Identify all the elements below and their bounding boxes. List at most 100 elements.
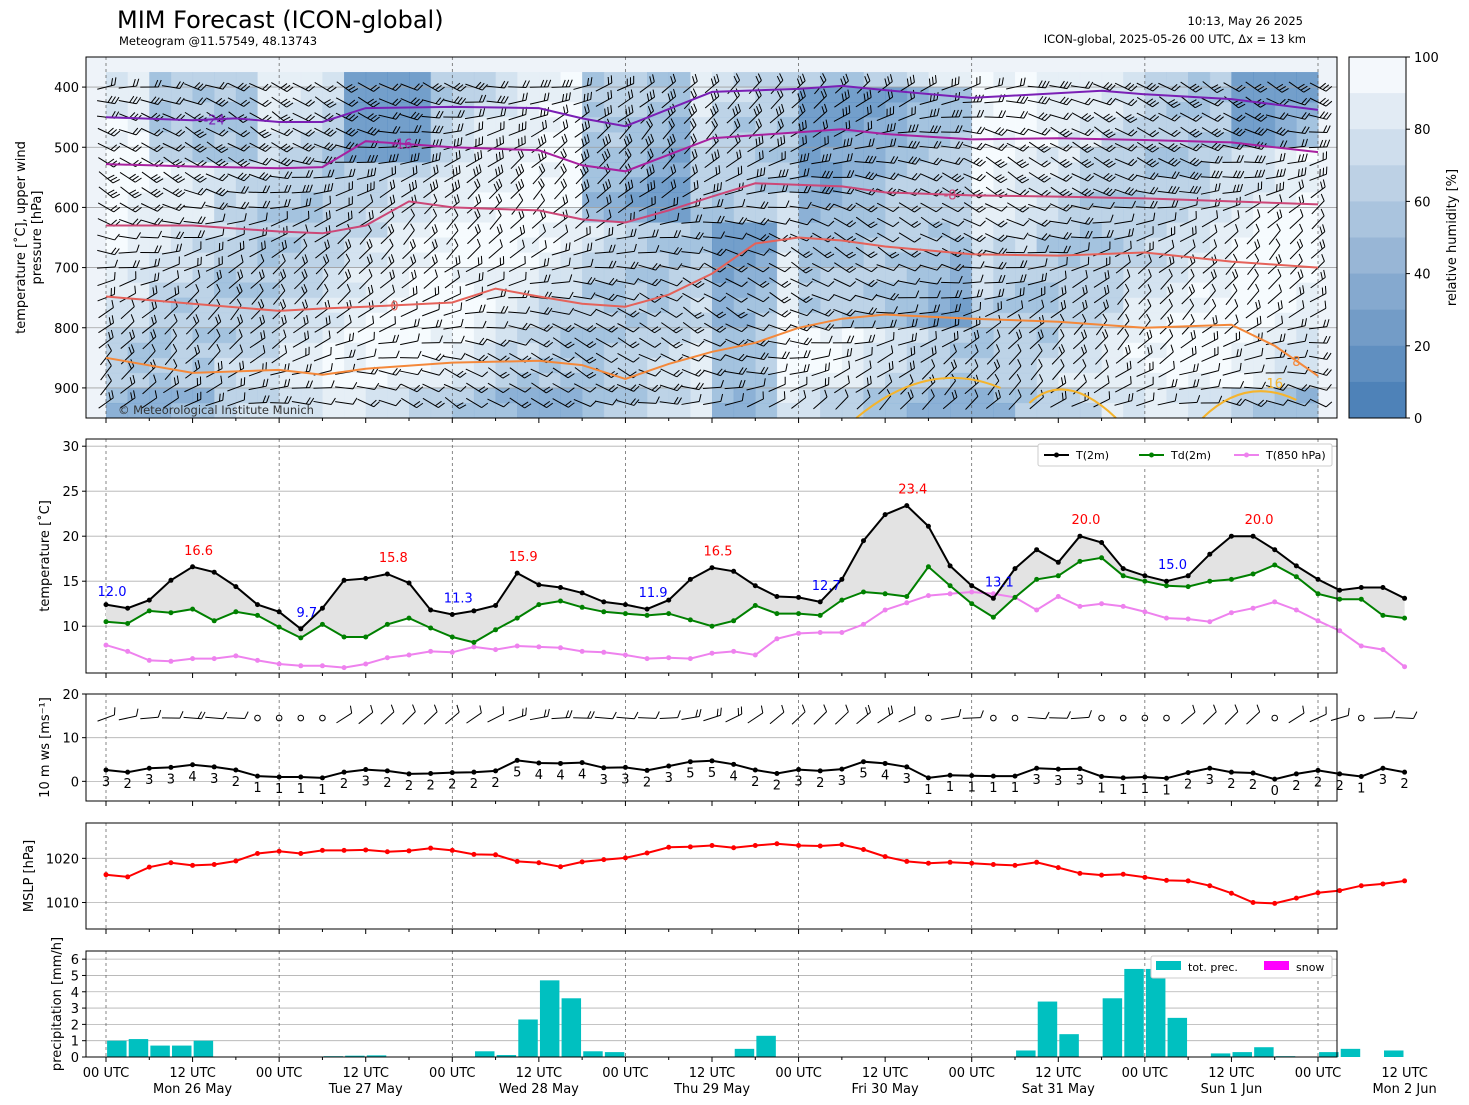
- rh-cell: [1079, 87, 1103, 103]
- rh-cell: [798, 342, 821, 359]
- barb-staff: [164, 320, 178, 335]
- rh-cell: [841, 402, 864, 419]
- rh-cell: [1231, 402, 1254, 419]
- barb-flag: [111, 315, 115, 323]
- wind-barb: [120, 299, 135, 320]
- barb-staff: [120, 321, 135, 335]
- rh-cell: [1209, 147, 1232, 163]
- rh-cell: [495, 297, 518, 314]
- rh-cell: [993, 117, 1016, 133]
- rh-cell: [1296, 207, 1319, 223]
- rh-cell: [928, 207, 951, 223]
- barb-flag: [153, 159, 161, 166]
- rh-cell: [863, 177, 886, 193]
- rh-cell: [798, 282, 821, 299]
- rh-cell: [993, 222, 1016, 238]
- rh-cell: [1231, 237, 1254, 254]
- barb-flag: [111, 300, 114, 308]
- rh-cell: [755, 222, 778, 238]
- barb-flag: [130, 344, 135, 352]
- rh-cell: [1209, 267, 1232, 284]
- barb-flag: [156, 192, 164, 198]
- rh-cell: [1274, 117, 1297, 133]
- rh-cell: [1253, 252, 1276, 269]
- barb-flag: [108, 331, 111, 340]
- rh-cell: [106, 237, 129, 254]
- rh-cell: [452, 222, 475, 238]
- rh-cell: [1058, 252, 1081, 269]
- rh-cell: [1123, 402, 1146, 419]
- barb-flag: [136, 244, 140, 253]
- wind-barb: [98, 300, 114, 319]
- rh-cell: [170, 72, 194, 88]
- rh-cell: [863, 147, 886, 163]
- rh-cell: [538, 162, 561, 178]
- rh-cell: [387, 162, 410, 178]
- barb-flag: [175, 203, 182, 210]
- rh-cell: [776, 117, 800, 133]
- rh-cell: [257, 192, 280, 208]
- rh-cell: [647, 117, 670, 133]
- wind-barb: [164, 328, 178, 351]
- rh-cell: [993, 72, 1016, 88]
- rh-cell: [1101, 87, 1124, 103]
- rh-cell: [1144, 177, 1167, 193]
- barb-flag: [151, 343, 156, 352]
- rh-cell: [495, 102, 518, 118]
- rh-cell: [322, 192, 345, 208]
- rh-cell: [1058, 72, 1081, 88]
- barb-flag: [173, 314, 178, 322]
- barb-flag: [128, 189, 137, 195]
- rh-cell: [365, 72, 388, 88]
- wind-barb: [120, 374, 136, 394]
- rh-cell: [1166, 222, 1189, 238]
- wind-barb: [97, 286, 116, 302]
- rh-cell: [235, 102, 258, 118]
- rh-cell: [1209, 402, 1232, 419]
- rh-cell: [928, 237, 951, 254]
- rh-cell: [344, 252, 367, 269]
- barb-flag: [156, 146, 164, 153]
- barb-flag: [107, 358, 112, 366]
- rh-cell: [495, 267, 518, 284]
- barb-staff: [142, 381, 157, 395]
- wind-barb: [140, 79, 162, 88]
- rh-cell: [906, 162, 929, 178]
- barb-flag: [128, 346, 133, 355]
- rh-cell: [1253, 267, 1276, 284]
- rh-cell: [928, 312, 951, 329]
- rh-cell: [1144, 297, 1167, 314]
- rh-cell: [798, 207, 821, 223]
- rh-cell: [798, 357, 821, 374]
- rh-cell: [192, 327, 215, 344]
- barb-flag: [110, 329, 114, 338]
- rh-cell: [1101, 177, 1124, 193]
- rh-cell: [993, 237, 1016, 254]
- rh-cell: [387, 342, 410, 359]
- barb-staff: [941, 296, 960, 299]
- rh-cell: [993, 282, 1016, 299]
- rh-cell: [235, 207, 258, 223]
- wind-barb: [162, 97, 185, 105]
- rh-cell: [192, 192, 215, 208]
- rh-cell: [257, 147, 280, 163]
- rh-cell: [149, 72, 172, 88]
- rh-cell: [755, 357, 778, 374]
- rh-cell: [885, 267, 908, 284]
- wind-barb: [140, 258, 161, 270]
- rh-cell: [170, 342, 194, 359]
- rh-cell: [322, 282, 345, 299]
- rh-cell: [344, 147, 367, 163]
- rh-cell: [603, 387, 626, 404]
- rh-cell: [1231, 192, 1254, 208]
- rh-cell: [1079, 177, 1103, 193]
- rh-cell: [841, 342, 864, 359]
- rh-cell: [1253, 132, 1276, 148]
- rh-cell: [906, 147, 929, 163]
- rh-cell: [300, 192, 323, 208]
- rh-cell: [1036, 297, 1059, 314]
- rh-cell: [1144, 372, 1167, 389]
- rh-cell: [1209, 177, 1232, 193]
- barb-flag: [110, 144, 118, 151]
- rh-cell: [214, 207, 237, 223]
